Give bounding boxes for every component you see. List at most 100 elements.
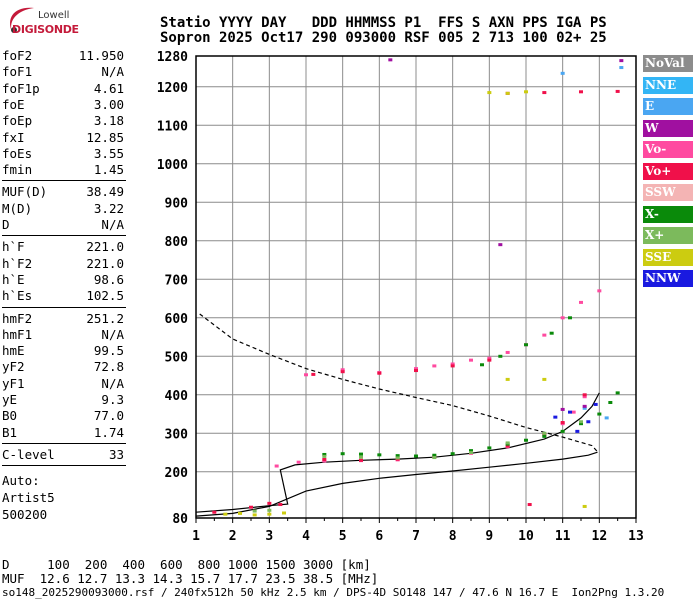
param-value: 12.85 bbox=[86, 129, 124, 145]
echo-point bbox=[359, 455, 363, 459]
echo-point bbox=[377, 371, 382, 375]
echo-point bbox=[615, 89, 620, 93]
param-label: foEp bbox=[2, 113, 33, 129]
param-row-ye: yE 9.3 bbox=[2, 392, 124, 409]
x-tick-label: 4 bbox=[302, 529, 310, 544]
param-row-mufd: MUF(D) 38.49 bbox=[2, 184, 124, 201]
param-label: D bbox=[2, 217, 10, 232]
echo-point bbox=[498, 354, 503, 358]
digisonde-logo bbox=[10, 7, 34, 33]
legend-e-entry: E bbox=[643, 98, 693, 115]
x-tick-label: 11 bbox=[555, 529, 571, 544]
y-tick-label: 200 bbox=[165, 466, 189, 481]
echo-point bbox=[579, 422, 583, 426]
echo-point bbox=[414, 454, 418, 458]
y-tick-label: 1000 bbox=[157, 158, 188, 173]
echo-point bbox=[608, 401, 613, 404]
param-label: B1 bbox=[2, 424, 18, 440]
echo-point bbox=[568, 410, 572, 414]
echo-point bbox=[560, 316, 565, 320]
echo-point bbox=[212, 510, 217, 514]
echo-point bbox=[505, 444, 510, 448]
echo-point bbox=[267, 508, 272, 512]
param-row-fof1: foF1 N/A bbox=[2, 64, 124, 81]
echo-point bbox=[582, 393, 587, 397]
param-label: foF1 bbox=[2, 64, 33, 80]
echo-point bbox=[450, 452, 455, 456]
echo-point bbox=[524, 343, 528, 347]
param-label: MUF(D) bbox=[2, 184, 48, 200]
param-label: yE bbox=[2, 392, 18, 407]
param-value: 33 bbox=[108, 446, 124, 462]
param-value: 251.2 bbox=[86, 310, 124, 326]
legend-nne-entry: NNE bbox=[643, 76, 693, 94]
param-value: 38.49 bbox=[86, 184, 124, 200]
param-value: 3.00 bbox=[93, 96, 124, 112]
echo-point bbox=[586, 420, 591, 424]
echo-point bbox=[597, 289, 602, 293]
param-row-foe: foE 3.00 bbox=[2, 97, 124, 114]
echo-point bbox=[553, 415, 558, 419]
echo-point bbox=[487, 91, 492, 95]
virtual-height-trace-curve bbox=[195, 392, 600, 513]
param-label: h`F2 bbox=[2, 255, 33, 271]
x-tick-label: 13 bbox=[628, 529, 644, 544]
echo-point bbox=[568, 316, 572, 320]
y-tick-label: 500 bbox=[165, 350, 189, 365]
logo-dot bbox=[11, 27, 17, 33]
echo-point bbox=[432, 453, 437, 457]
echo-point bbox=[359, 452, 363, 456]
param-label: M(D) bbox=[2, 200, 33, 216]
echo-point bbox=[542, 431, 547, 435]
param-label: foEs bbox=[2, 145, 33, 161]
echo-point bbox=[322, 454, 327, 458]
y-tick-label: 800 bbox=[165, 235, 189, 250]
x-tick-label: 10 bbox=[518, 529, 534, 544]
echo-point bbox=[579, 90, 583, 94]
electron-density-extrapolation-curve bbox=[199, 313, 598, 453]
legend-w-entry: W bbox=[643, 119, 693, 137]
param-label: fmin bbox=[2, 162, 33, 178]
y-tick-label: 300 bbox=[165, 427, 189, 442]
echo-point bbox=[575, 429, 580, 433]
echo-point bbox=[249, 505, 253, 509]
legend-vo-entry: Vo+ bbox=[643, 162, 693, 180]
param-value: 3.18 bbox=[93, 113, 124, 129]
y-tick-label: 1280 bbox=[157, 50, 188, 65]
param-label: foF2 bbox=[2, 48, 33, 63]
echo-point bbox=[619, 66, 624, 70]
x-tick-label: 9 bbox=[485, 529, 493, 544]
param-value: N/A bbox=[101, 326, 124, 342]
logo-text-top: Lowell bbox=[38, 10, 70, 21]
param-value: 11.950 bbox=[78, 48, 124, 63]
echo-point bbox=[560, 71, 565, 75]
param-label: h`F bbox=[2, 239, 25, 255]
param-row-md: M(D) 3.22 bbox=[2, 201, 124, 218]
param-value: 9.3 bbox=[101, 392, 124, 407]
param-separator bbox=[2, 235, 126, 237]
param-row-fof2: foF2 11.950 bbox=[2, 48, 124, 65]
echo-point bbox=[487, 446, 492, 450]
param-value: 98.6 bbox=[93, 271, 124, 287]
echo-point bbox=[615, 391, 620, 395]
echo-point bbox=[274, 464, 279, 468]
x-tick-label: 12 bbox=[592, 529, 608, 544]
echo-point bbox=[469, 358, 473, 362]
echo-point bbox=[480, 363, 484, 367]
param-row-he: h`E 98.6 bbox=[2, 272, 124, 289]
param-row-hf2: h`F2 221.0 bbox=[2, 256, 124, 273]
legend-vo-entry: Vo- bbox=[643, 141, 693, 158]
param-row-hf: h`F 221.0 bbox=[2, 239, 124, 256]
header-field-names: Statio YYYY DAY DDD HHMMSS P1 FFS S AXN … bbox=[160, 15, 607, 31]
param-value: 221.0 bbox=[86, 255, 124, 271]
param-row-fof1p: foF1p 4.61 bbox=[2, 81, 124, 98]
echo-point bbox=[340, 370, 345, 374]
param-value: 3.55 bbox=[93, 145, 124, 161]
param-label: hmE bbox=[2, 343, 25, 359]
echo-point bbox=[282, 511, 286, 515]
echo-point bbox=[322, 459, 327, 463]
footer-metadata: so148_2025290093000.rsf / 240fx512h 50 k… bbox=[2, 586, 665, 599]
x-tick-label: 6 bbox=[375, 529, 383, 544]
echo-point bbox=[304, 373, 308, 377]
echo-point bbox=[560, 421, 565, 425]
